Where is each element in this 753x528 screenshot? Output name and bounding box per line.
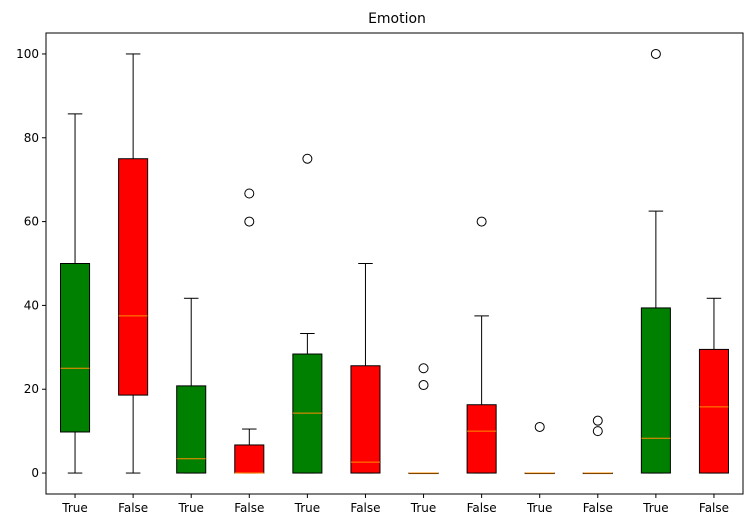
outlier-point [650, 48, 661, 59]
y-tick-label: 80 [24, 131, 39, 145]
box-false [234, 444, 265, 474]
outlier-point [534, 421, 545, 432]
y-tick-label: 40 [24, 298, 39, 312]
box-false [118, 158, 149, 396]
x-tick-label: False [118, 501, 148, 515]
outlier-point [592, 415, 603, 426]
plot-area: 0 20 40 60 80 100 True False True False True False T… [16, 32, 744, 515]
outlier-point [418, 363, 429, 374]
x-tick-label: False [583, 501, 613, 515]
outlier-point [592, 426, 603, 437]
outlier-point [244, 216, 255, 227]
x-tick-label: True [642, 501, 669, 515]
y-tick-label: 60 [24, 215, 39, 229]
outlier-point [244, 188, 255, 199]
x-tick-label: True [526, 501, 553, 515]
box-true [60, 263, 91, 433]
chart-title: Emotion [368, 11, 426, 27]
axes-frame [45, 32, 744, 495]
x-tick-label: True [177, 501, 204, 515]
x-tick-label: True [61, 501, 88, 515]
box-false [466, 404, 497, 474]
x-tick-label: False [699, 501, 729, 515]
outlier-point [476, 216, 487, 227]
outlier-point [302, 153, 313, 164]
box-true [640, 307, 671, 474]
x-tick-label: True [294, 501, 321, 515]
x-tick-label: False [467, 501, 497, 515]
x-tick-label: False [350, 501, 380, 515]
x-tick-label: False [234, 501, 264, 515]
box-false [698, 348, 729, 474]
box-false [350, 365, 381, 474]
outlier-point [418, 380, 429, 391]
y-tick-label: 20 [24, 382, 39, 396]
y-tick-label: 0 [31, 466, 39, 480]
y-tick-label: 100 [16, 47, 39, 61]
box-true [176, 385, 207, 474]
x-tick-label: True [410, 501, 437, 515]
